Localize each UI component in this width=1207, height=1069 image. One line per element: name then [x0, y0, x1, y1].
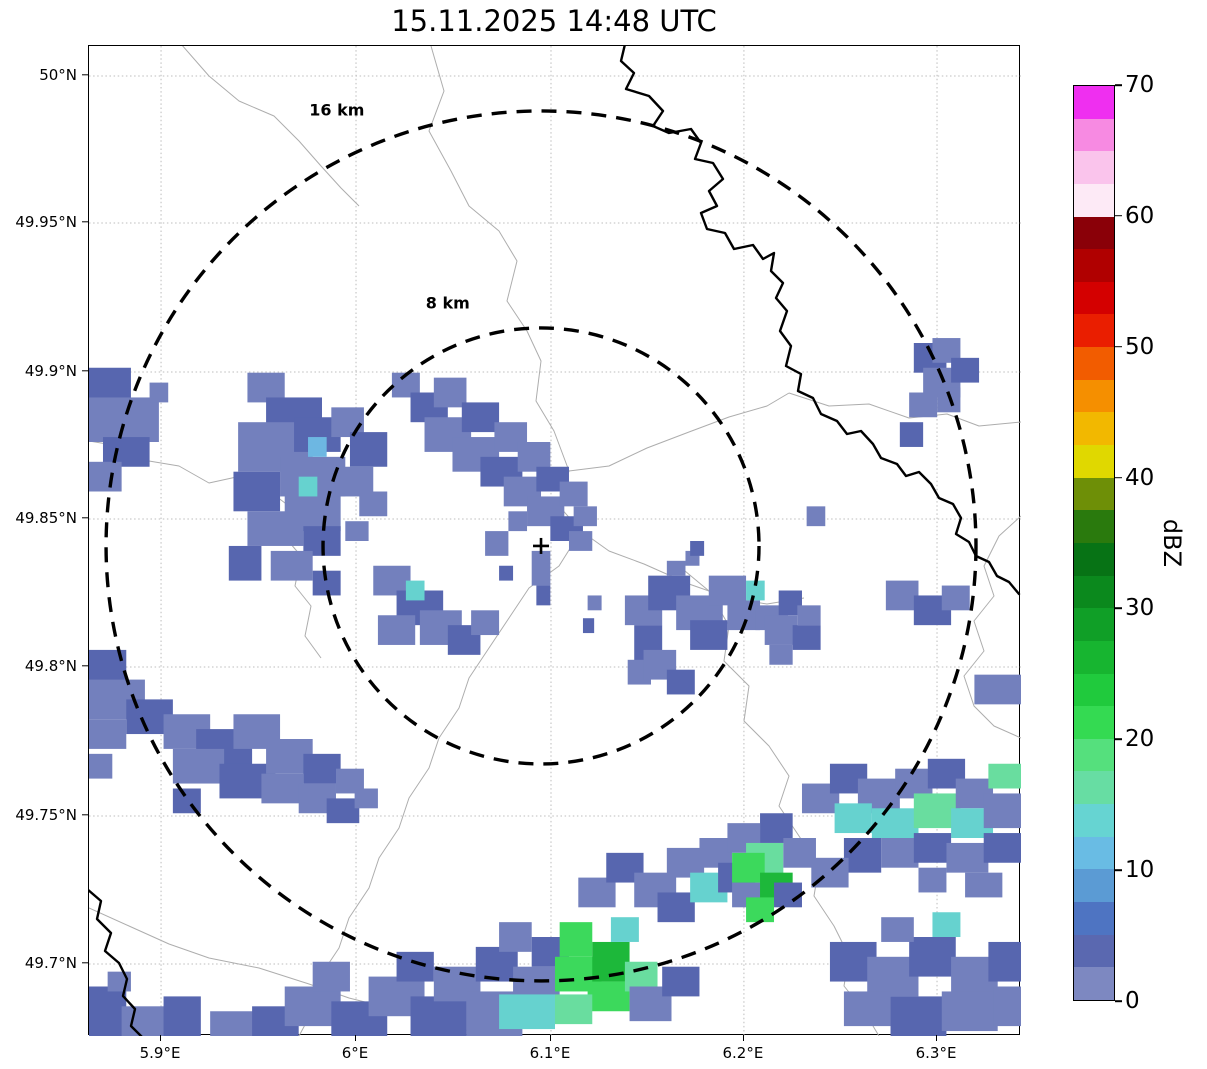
- colorbar-segment: [1074, 738, 1114, 772]
- colorbar-segment: [1074, 183, 1114, 217]
- x-tick-mark: [936, 1035, 938, 1041]
- colorbar-segment: [1074, 510, 1114, 543]
- colorbar-segment: [1074, 869, 1114, 903]
- colorbar-segment: [1074, 281, 1114, 315]
- colorbar-segment: [1074, 967, 1114, 1000]
- y-tick-label: 49.7°N: [24, 954, 77, 973]
- y-tick-label: 49.85°N: [15, 509, 77, 528]
- colorbar: [1073, 85, 1115, 1001]
- x-tick-label: 6.3°E: [915, 1044, 957, 1062]
- colorbar-tick-label: 60: [1125, 202, 1155, 229]
- x-tick-mark: [742, 1035, 745, 1041]
- colorbar-segment: [1074, 836, 1114, 870]
- radar-center-marker: [533, 537, 550, 554]
- colorbar-tick-label: 70: [1125, 72, 1155, 98]
- boundary-line: [963, 515, 1021, 739]
- colorbar-segment: [1074, 902, 1114, 935]
- colorbar-tick-mark: [1115, 215, 1122, 217]
- range-ring-label: 16 km: [309, 100, 365, 120]
- colorbar-segment: [1074, 477, 1114, 511]
- x-tick-label: 6.2°E: [722, 1044, 764, 1062]
- y-tick-mark: [82, 370, 88, 372]
- colorbar-tick-label: 30: [1125, 595, 1155, 622]
- colorbar-segment: [1074, 314, 1114, 348]
- colorbar-tick-label: 20: [1125, 726, 1155, 753]
- colorbar-tick-label: 40: [1125, 464, 1155, 491]
- figure-title: 15.11.2025 14:48 UTC: [391, 4, 717, 38]
- boundary-line: [298, 530, 582, 1036]
- colorbar-segment: [1074, 608, 1114, 641]
- range-rings: [104, 109, 978, 983]
- boundary-line: [788, 392, 1021, 427]
- y-tick-label: 49.75°N: [15, 806, 77, 825]
- colorbar-tick-label: 10: [1125, 857, 1155, 884]
- colorbar-axis-label: dBZ: [1158, 518, 1186, 568]
- river-border-lines: [89, 46, 1021, 1036]
- colorbar-segment: [1074, 640, 1114, 674]
- x-tick-mark: [549, 1035, 552, 1041]
- y-tick-mark: [82, 962, 88, 964]
- boundary-line: [182, 46, 360, 207]
- y-tick-mark: [82, 221, 88, 223]
- colorbar-segment: [1074, 249, 1114, 282]
- colorbar-segments: [1074, 86, 1114, 1000]
- colorbar-tick-mark: [1115, 869, 1122, 871]
- x-tick-mark: [160, 1035, 162, 1041]
- colorbar-tick-label: 0: [1125, 988, 1140, 1014]
- y-tick-mark: [82, 517, 88, 519]
- y-tick-label: 49.8°N: [24, 657, 77, 676]
- colorbar-tick-mark: [1115, 607, 1122, 610]
- colorbar-tick-mark: [1115, 476, 1122, 479]
- colorbar-segment: [1074, 86, 1114, 119]
- x-tick-mark: [355, 1035, 357, 1041]
- river-border-line: [619, 46, 1021, 596]
- colorbar-segment: [1074, 673, 1114, 707]
- river-border-line: [89, 889, 143, 1036]
- radar-echo-cells: [89, 338, 1021, 1036]
- colorbar-segment: [1074, 804, 1114, 837]
- colorbar-segment: [1074, 771, 1114, 805]
- y-tick-mark: [82, 74, 88, 76]
- y-tick-mark: [82, 814, 88, 816]
- y-tick-label: 50°N: [39, 65, 77, 84]
- colorbar-segment: [1074, 542, 1114, 576]
- colorbar-segment: [1074, 706, 1114, 739]
- map-plot: [88, 45, 1021, 1036]
- y-tick-mark: [82, 665, 88, 667]
- x-tick-label: 6°E: [341, 1044, 369, 1062]
- colorbar-tick-label: 50: [1125, 333, 1155, 360]
- colorbar-segment: [1074, 412, 1114, 446]
- y-tick-label: 49.9°N: [24, 362, 77, 380]
- x-tick-label: 6.1°E: [529, 1044, 571, 1062]
- colorbar-tick-mark: [1115, 738, 1122, 741]
- colorbar-segment: [1074, 445, 1114, 478]
- range-ring-label: 8 km: [425, 293, 470, 313]
- colorbar-tick-mark: [1115, 84, 1122, 86]
- colorbar-tick-mark: [1115, 345, 1122, 348]
- colorbar-segment: [1074, 934, 1114, 968]
- colorbar-segment: [1074, 379, 1114, 413]
- colorbar-segment: [1074, 118, 1114, 152]
- colorbar-tick-mark: [1115, 1000, 1122, 1002]
- colorbar-segment: [1074, 347, 1114, 380]
- x-tick-label: 5.9°E: [139, 1044, 181, 1062]
- colorbar-segment: [1074, 151, 1114, 184]
- boundary-line: [568, 392, 790, 472]
- colorbar-segment: [1074, 575, 1114, 609]
- boundary-line: [428, 46, 582, 532]
- y-tick-label: 49.95°N: [15, 213, 77, 231]
- colorbar-segment: [1074, 216, 1114, 250]
